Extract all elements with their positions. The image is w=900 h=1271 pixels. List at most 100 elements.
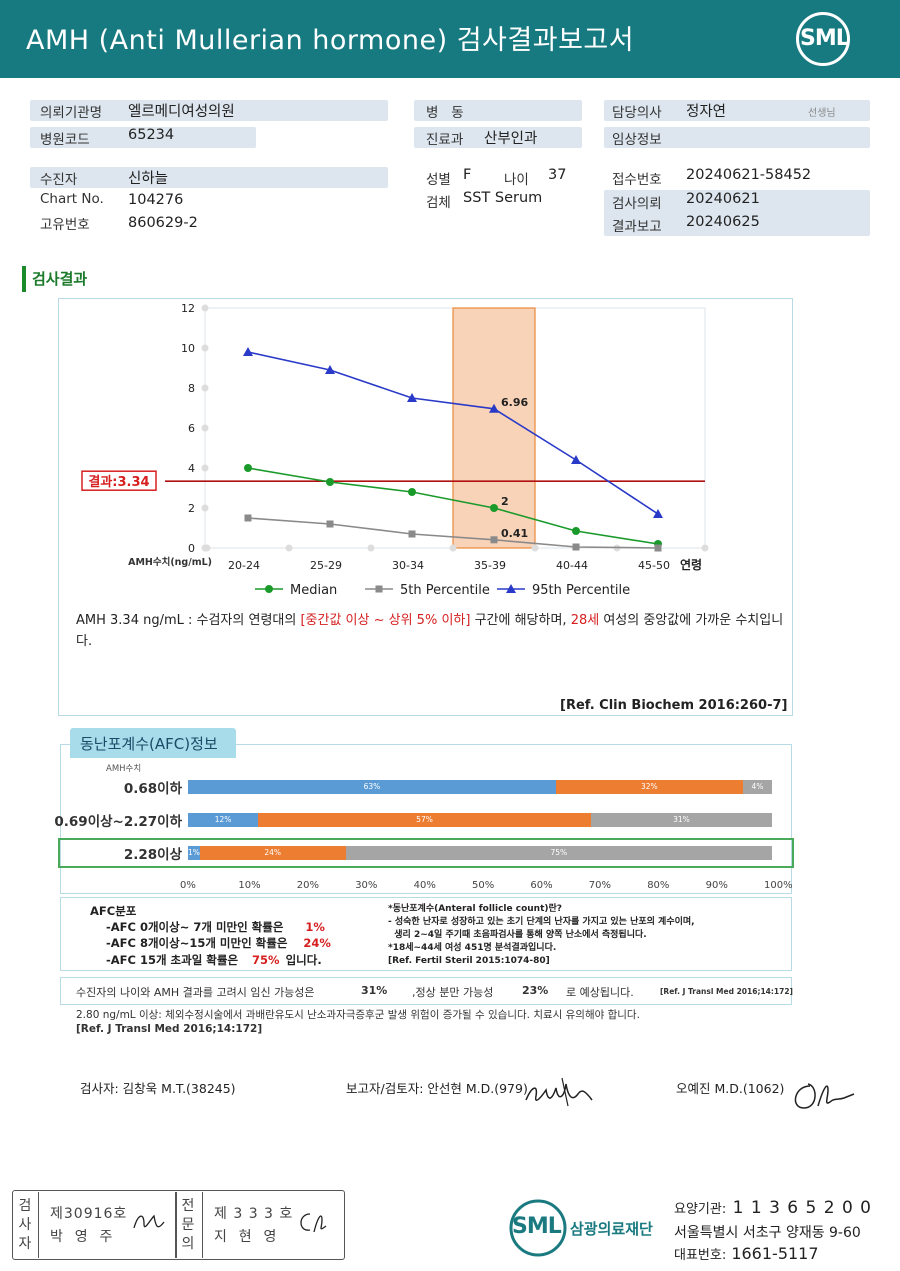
ohss-warning: 2.80 ng/mL 이상: 체외수정시술에서 과배란유도시 난소과자극증후군 …: [76, 1008, 640, 1036]
y-tick-dot: [201, 464, 209, 472]
id-label: 고유번호: [40, 217, 90, 233]
x-tick-label: 20-24: [228, 559, 260, 572]
patient-row: [30, 167, 388, 188]
hospital-code-label: 병원코드: [40, 132, 90, 148]
age-value: 37: [548, 167, 567, 183]
afc-axis-tick: 80%: [647, 880, 670, 891]
afc-axis-tick: 50%: [472, 880, 495, 891]
institution-value: 엘르메디여성의원: [128, 104, 235, 120]
afc-bar-segment: 4%: [742, 780, 772, 794]
tester-signature-line: 검사자: 김창욱 M.T.(38245): [80, 1081, 236, 1096]
afc-dist-row1-text: -AFC 0개이상~ 7개 미만인 확률은: [106, 920, 284, 934]
hospital-code-row: [30, 127, 256, 148]
pregnancy-value2: 23%: [522, 984, 549, 997]
amh-chart: 0 2 4 6 8 10 12 20-24 25-29 30-34 35-39 40-44 45-50 A…: [81, 302, 709, 598]
afc-bar: 63% 32% 4%: [188, 780, 772, 794]
afc-axis-tick: 40%: [413, 880, 436, 891]
ward-label: 병 동: [426, 105, 464, 121]
doctor-suffix: 선생님: [808, 108, 836, 119]
afc-row-label: 0.69이상~2.27이하: [54, 814, 182, 830]
95th-percentile-point: [571, 455, 581, 464]
footer-code-row: 요양기관: 1 1 3 6 5 2 0 0: [674, 1198, 872, 1218]
receipt-value: 20240621-58452: [686, 167, 812, 183]
clinical-row: [604, 127, 870, 148]
report-title: AMH (Anti Mullerian hormone) 검사결과보고서: [26, 25, 635, 56]
pregnancy-ref: [Ref. J Transl Med 2016;14:172]: [660, 987, 793, 996]
afc-bar-segment: 75%: [345, 846, 772, 860]
sml-logo-icon: [796, 12, 850, 66]
afc-tab: 동난포계수(AFC)정보: [70, 728, 236, 758]
x-tick-dot: [531, 544, 539, 552]
5th-percentile-point: [654, 544, 662, 552]
5th-percentile-point: [408, 530, 416, 538]
median-point: [572, 527, 580, 535]
x-tick-dot: [449, 544, 457, 552]
95th-percentile-point: [653, 509, 663, 518]
stamp-right-signature-icon: [300, 1213, 327, 1233]
x-tick-label: 35-39: [474, 559, 506, 572]
y-tick-dot: [201, 424, 209, 432]
stamp-divider-1: [38, 1192, 39, 1258]
patient-value: 신하늘: [128, 171, 169, 187]
data-label: 2: [501, 495, 509, 508]
ward-row: [414, 100, 582, 121]
desc-age: 28세: [570, 613, 600, 628]
afc-axis-tick: 70%: [588, 880, 612, 891]
median-point: [244, 464, 252, 472]
5th-percentile-point: [572, 543, 580, 551]
afc-axis-tick: 100%: [764, 880, 793, 891]
afc-dist-row3-text: -AFC 15개 초과일 확률은: [106, 953, 239, 967]
afc-axis-tick: 90%: [705, 880, 728, 891]
y-tick-label: 2: [188, 502, 195, 515]
warning-ref: [Ref. J Transl Med 2016;14:172]: [76, 1023, 263, 1035]
data-label: 0.41: [501, 527, 528, 540]
request-report-block: [604, 190, 870, 236]
dept-value: 산부인과: [484, 131, 538, 147]
specimen-value: SST Serum: [463, 190, 543, 206]
request-label: 검사의뢰: [612, 196, 662, 212]
footer-phone: 1661-5117: [726, 1244, 819, 1263]
chart-value: 104276: [128, 192, 184, 208]
x-tick-label: 45-50: [638, 559, 670, 572]
95th-percentile-point: [489, 403, 499, 413]
afc-highlight-box: [58, 838, 794, 868]
pregnancy-text1: 수진자의 나이와 AMH 결과를 고려시 임신 가능성은: [76, 986, 315, 999]
afc-def1: *동난포계수(Anteral follicle count)란?: [388, 904, 562, 914]
report-value: 20240625: [686, 214, 760, 230]
median-point: [326, 478, 334, 486]
institution-row: [30, 100, 388, 121]
pregnancy-text3: 로 예상됩니다.: [566, 986, 634, 999]
afc-row-label: 0.68이하: [123, 781, 182, 797]
desc-part3: 구간에 해당하며,: [470, 613, 571, 628]
median-line: [247, 467, 659, 545]
afc-bar-segment: 63%: [188, 780, 556, 794]
footer-code-label: 요양기관:: [674, 1202, 727, 1217]
x-tick-label: 25-29: [310, 559, 342, 572]
stamp-left-signature-icon: [133, 1214, 165, 1229]
stamp-divider-3: [202, 1192, 203, 1258]
pregnancy-value1: 31%: [361, 984, 388, 997]
stamp-vertical-char: 의: [181, 1236, 195, 1252]
result-label-box: [81, 470, 157, 491]
footer-logo-text: SML: [512, 1214, 562, 1239]
report-label: 결과보고: [612, 219, 662, 235]
afc-def3: 생리 2~4일 주기때 초음파검사를 통해 양쪽 난소에서 측정됩니다.: [388, 930, 647, 940]
receipt-label: 접수번호: [612, 172, 662, 188]
afc-axis-tick: 60%: [530, 880, 553, 891]
id-value: 860629-2: [128, 215, 198, 231]
median-legend-marker: [265, 585, 273, 593]
afc-axis-tick: 30%: [355, 880, 378, 891]
pregnancy-text2: ,정상 분만 가능성: [412, 986, 494, 999]
warning-line1: 2.80 ng/mL 이상: 체외수정시술에서 과배란유도시 난소과자극증후군 …: [76, 1009, 640, 1021]
afc-dist-row3-value: 75%: [252, 953, 280, 967]
95th-percentile-line: [247, 351, 659, 515]
y-tick-label: 10: [181, 342, 195, 355]
chart-label: Chart No.: [40, 191, 104, 207]
footer-logo-icon: [509, 1199, 567, 1257]
stamp-right-name: 지 현 영: [214, 1229, 278, 1245]
5th-percentile-legend-label: 5th Percentile: [400, 583, 490, 598]
5th-percentile-legend-marker: [375, 585, 383, 593]
afc-def2: - 성숙한 난자로 성장하고 있는 초기 단계의 난자를 가지고 있는 난포의 …: [388, 917, 695, 927]
certification-stamp: [12, 1190, 345, 1260]
